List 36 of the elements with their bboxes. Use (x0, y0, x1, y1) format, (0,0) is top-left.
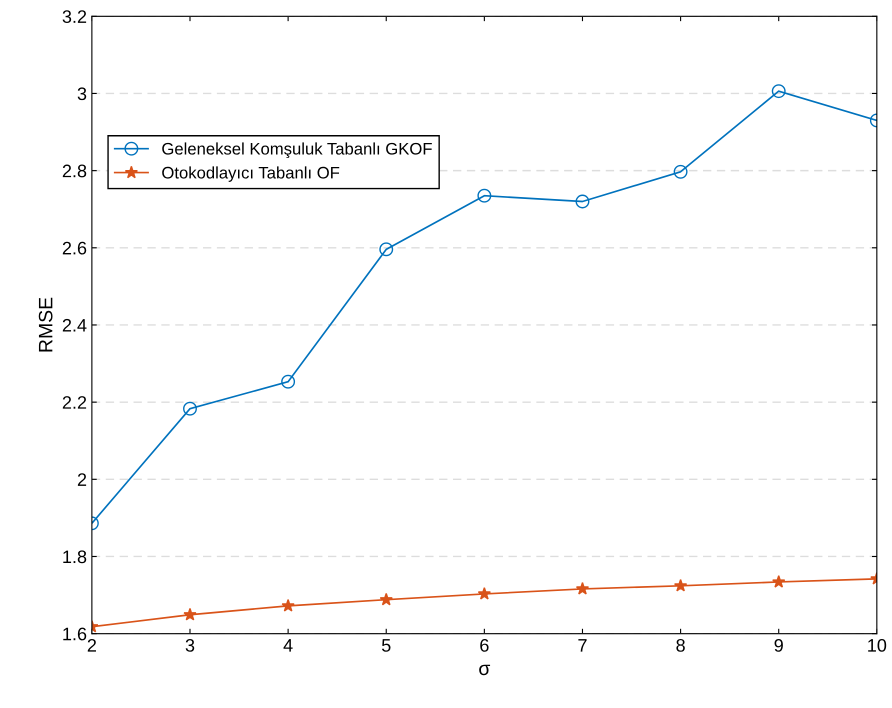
point (576, 582, 590, 595)
y-tick-label: 2.4 (62, 318, 86, 332)
point (380, 592, 393, 606)
point (772, 84, 786, 98)
x-tick-label: 6 (480, 639, 489, 652)
x-tick-label: 2 (88, 639, 96, 652)
x-axis-title: σ (479, 664, 490, 676)
x-tick-label: 9 (774, 639, 783, 652)
point (772, 575, 786, 588)
point (379, 242, 394, 256)
point (281, 374, 296, 389)
point (674, 578, 688, 592)
legend-label: Geleneksel Komşuluk Tabanlı GKOF (162, 142, 432, 158)
point (478, 586, 491, 600)
point (674, 164, 688, 179)
y-tick-label: 2.8 (62, 164, 86, 178)
x-tick-label: 7 (578, 639, 587, 652)
point (183, 608, 197, 621)
y-tick-label: 2.6 (62, 242, 86, 255)
y-tick-label: 1.6 (63, 628, 86, 640)
y-tick-label: 1.8 (63, 550, 86, 564)
y-tick-label: 2 (78, 473, 86, 486)
y-tick-label: 3 (78, 87, 86, 100)
legend-label: Otokodlayıcı Tabanlı OF (162, 166, 340, 182)
point (183, 402, 197, 416)
x-tick-label: 4 (284, 639, 293, 652)
point (281, 598, 295, 612)
y-tick-label: 3.2 (62, 10, 86, 24)
point (477, 188, 492, 203)
x-tick-label: 8 (676, 639, 685, 652)
x-tick-label: 3 (186, 639, 194, 652)
y-axis-title: RMSE (38, 298, 53, 352)
y-tick-label: 2.2 (62, 396, 86, 409)
point (576, 194, 590, 208)
x-tick-label: 5 (382, 639, 390, 652)
x-tick-label: 10 (868, 639, 886, 652)
